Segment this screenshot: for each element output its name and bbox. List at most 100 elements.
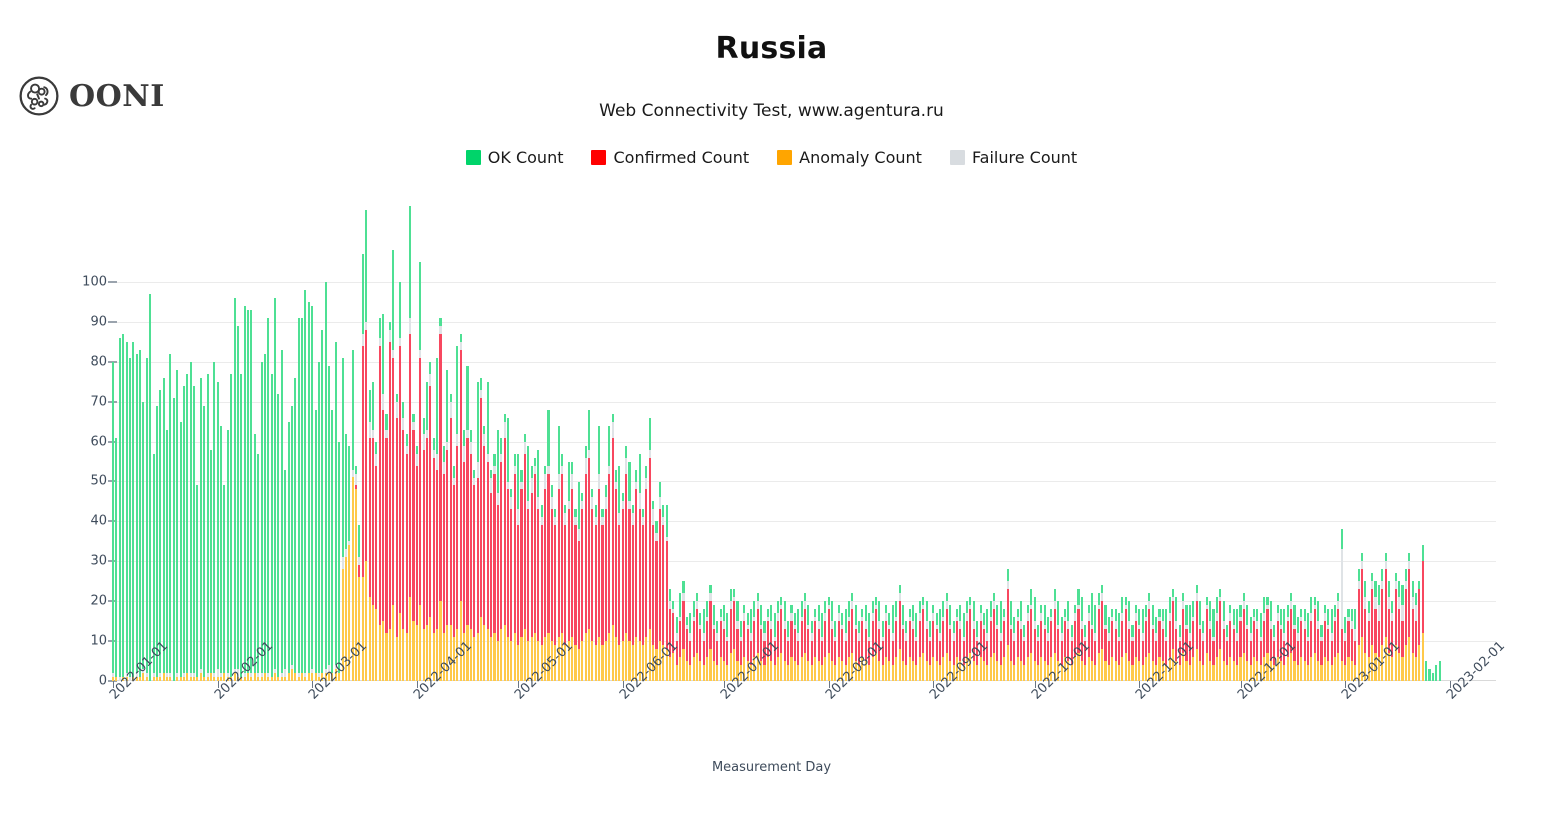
bar-stack[interactable] [1047, 617, 1050, 681]
bar-stack[interactable] [783, 601, 786, 681]
bar-stack[interactable] [1300, 609, 1303, 681]
bar-stack[interactable] [274, 297, 277, 681]
bar-stack[interactable] [247, 309, 250, 681]
bar-stack[interactable] [1063, 609, 1066, 681]
bar-stack[interactable] [1117, 613, 1120, 681]
bar-stack[interactable] [1215, 597, 1218, 681]
bar-stack[interactable] [1138, 609, 1141, 681]
bar-stack[interactable] [608, 425, 611, 681]
bar-stack[interactable] [199, 377, 202, 681]
bar-stack[interactable] [1070, 625, 1073, 681]
bar-stack[interactable] [587, 409, 591, 681]
bar-stack[interactable] [668, 589, 672, 681]
bar-stack[interactable] [675, 617, 678, 681]
bar-stack[interactable] [398, 281, 401, 681]
bar-stack[interactable] [1013, 617, 1016, 681]
bar-stack[interactable] [1367, 601, 1370, 681]
bar-stack[interactable] [976, 621, 979, 681]
bar-stack[interactable] [1394, 573, 1397, 681]
bar-stack[interactable] [1074, 605, 1077, 681]
bar-stack[interactable] [311, 305, 314, 681]
bar-stack[interactable] [1232, 609, 1235, 681]
bar-stack[interactable] [1219, 589, 1222, 681]
bar-stack[interactable] [209, 449, 212, 681]
bar-stack[interactable] [1094, 605, 1097, 681]
bar-stack[interactable] [969, 597, 972, 681]
bar-stack[interactable] [344, 433, 347, 681]
bar-stack[interactable] [392, 250, 395, 681]
bar-stack[interactable] [888, 613, 891, 681]
bar-stack[interactable] [756, 593, 759, 681]
bar-stack[interactable] [1107, 617, 1110, 681]
bar-stack[interactable] [966, 601, 969, 681]
bar-stack[interactable] [365, 210, 368, 681]
bar-stack[interactable] [996, 605, 999, 681]
bar-stack[interactable] [280, 349, 283, 681]
bar-stack[interactable] [382, 313, 385, 681]
bar-stack[interactable] [1148, 593, 1151, 681]
bar-stack[interactable] [743, 605, 746, 681]
bar-stack[interactable] [449, 393, 452, 681]
bar-stack[interactable] [824, 601, 827, 681]
bar-stack[interactable] [540, 505, 543, 681]
bar-stack[interactable] [928, 621, 931, 681]
bar-stack[interactable] [922, 597, 925, 681]
bar-stack[interactable] [679, 593, 682, 681]
bar-stack[interactable] [1040, 605, 1043, 681]
bar-stack[interactable] [598, 425, 601, 681]
bar-stack[interactable] [567, 461, 570, 681]
bar-stack[interactable] [986, 609, 989, 681]
bar-stack[interactable] [473, 469, 476, 681]
bar-stack[interactable] [1286, 605, 1289, 681]
bar-stack[interactable] [432, 437, 435, 681]
bar-stack[interactable] [139, 349, 142, 681]
bar-stack[interactable] [989, 601, 992, 681]
bar-stack[interactable] [1357, 569, 1360, 681]
bar-stack[interactable] [628, 461, 631, 681]
bar-stack[interactable] [1009, 601, 1012, 681]
bar-stack[interactable] [874, 597, 877, 681]
bar-stack[interactable] [726, 613, 729, 681]
bar-stack[interactable] [1084, 625, 1087, 681]
bar-stack[interactable] [517, 453, 520, 681]
bar-stack[interactable] [301, 317, 304, 681]
bar-stack[interactable] [1344, 617, 1347, 681]
bar-stack[interactable] [1236, 609, 1239, 681]
bar-stack[interactable] [820, 613, 823, 681]
bar-stack[interactable] [240, 373, 243, 681]
bar-stack[interactable] [220, 425, 223, 681]
bar-stack[interactable] [1371, 573, 1374, 681]
bar-stack[interactable] [1259, 613, 1262, 681]
bar-stack[interactable] [135, 353, 138, 681]
bar-stack[interactable] [959, 605, 962, 681]
bar-stack[interactable] [1124, 597, 1127, 681]
bar-stack[interactable] [905, 621, 908, 681]
bar-stack[interactable] [614, 469, 618, 681]
bar-stack[interactable] [1414, 593, 1418, 681]
bar-stack[interactable] [604, 485, 607, 681]
bar-stack[interactable] [544, 465, 547, 681]
bar-stack[interactable] [436, 357, 439, 681]
bar-stack[interactable] [513, 453, 516, 681]
bar-stack[interactable] [682, 581, 685, 681]
bar-stack[interactable] [230, 373, 233, 681]
bar-stack[interactable] [1144, 605, 1147, 681]
bar-stack[interactable] [118, 337, 121, 681]
bar-stack[interactable] [1263, 597, 1266, 681]
bar-stack[interactable] [267, 317, 270, 681]
bar-stack[interactable] [895, 601, 898, 681]
bar-stack[interactable] [459, 333, 462, 681]
bar-stack[interactable] [297, 317, 300, 681]
bar-stack[interactable] [490, 469, 493, 681]
bar-stack[interactable] [1155, 617, 1158, 681]
bar-stack[interactable] [169, 353, 172, 681]
bar-stack[interactable] [348, 445, 351, 681]
bar-stack[interactable] [1097, 593, 1100, 681]
bar-stack[interactable] [385, 413, 388, 681]
bar-stack[interactable] [1310, 597, 1313, 681]
bar-stack[interactable] [1337, 593, 1340, 681]
bar-stack[interactable] [797, 609, 800, 681]
bar-stack[interactable] [371, 381, 374, 681]
bar-stack[interactable] [125, 341, 128, 681]
bar-stack[interactable] [581, 493, 584, 681]
